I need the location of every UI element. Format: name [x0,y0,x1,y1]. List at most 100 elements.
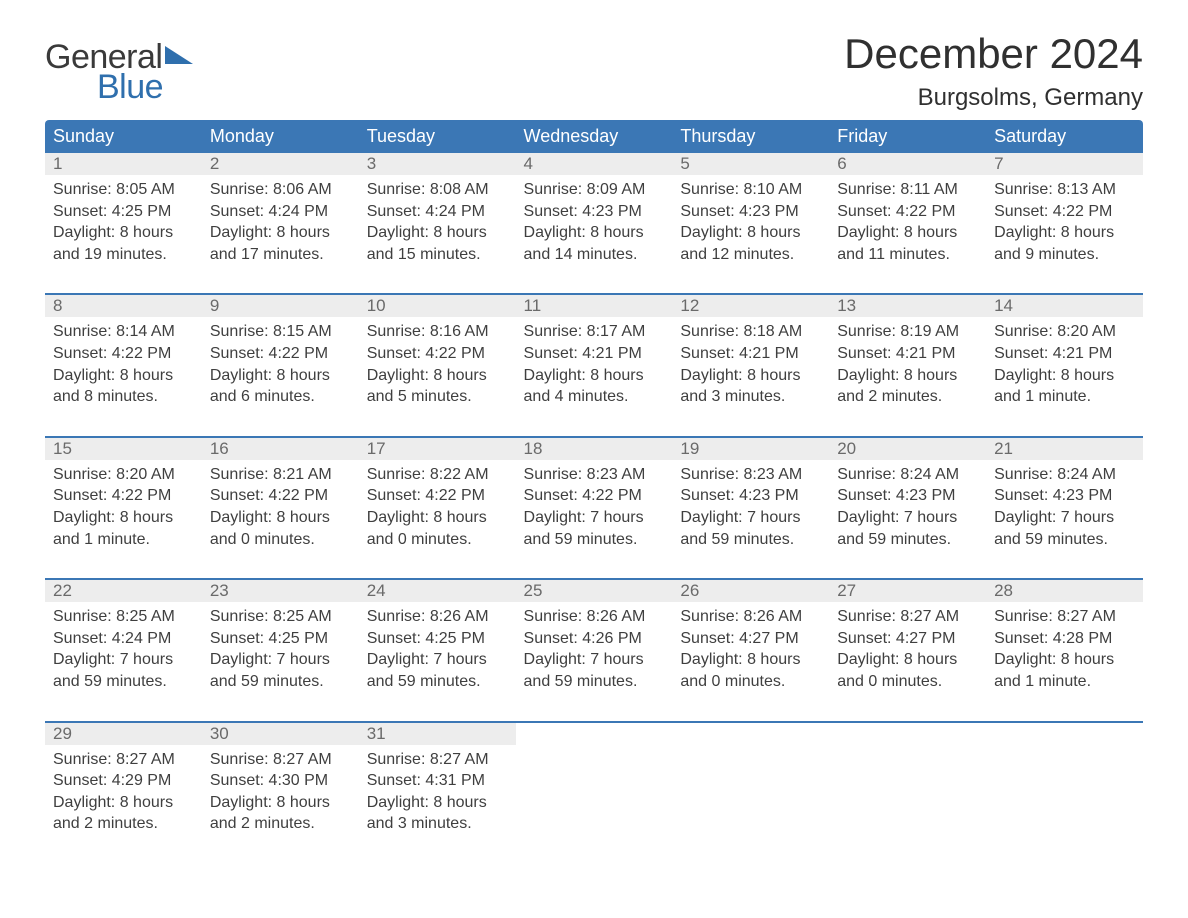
brand-logo: General Blue [45,30,193,104]
daylight-text-line2: and 1 minute. [994,671,1135,693]
daylight-text-line1: Daylight: 7 hours [524,649,665,671]
day-number-cell: 18 [516,438,673,460]
sunset-text: Sunset: 4:23 PM [680,201,821,223]
sunrise-text: Sunrise: 8:06 AM [210,179,351,201]
sunrise-text: Sunrise: 8:27 AM [53,749,194,771]
day-content-cell: Sunrise: 8:27 AMSunset: 4:29 PMDaylight:… [45,745,202,863]
sunset-text: Sunset: 4:22 PM [524,485,665,507]
sunset-text: Sunset: 4:30 PM [210,770,351,792]
daylight-text-line1: Daylight: 8 hours [53,222,194,244]
daylight-text-line1: Daylight: 8 hours [994,649,1135,671]
day-content-row: Sunrise: 8:20 AMSunset: 4:22 PMDaylight:… [45,460,1143,579]
day-number-cell: 30 [202,723,359,745]
sunset-text: Sunset: 4:22 PM [994,201,1135,223]
sunrise-text: Sunrise: 8:23 AM [524,464,665,486]
month-title: December 2024 [844,30,1143,78]
calendar-table: Sunday Monday Tuesday Wednesday Thursday… [45,120,1143,863]
col-sunday: Sunday [45,120,202,153]
day-content-cell: Sunrise: 8:08 AMSunset: 4:24 PMDaylight:… [359,175,516,294]
sunrise-text: Sunrise: 8:27 AM [837,606,978,628]
col-monday: Monday [202,120,359,153]
daylight-text-line2: and 1 minute. [994,386,1135,408]
day-content-cell: Sunrise: 8:14 AMSunset: 4:22 PMDaylight:… [45,317,202,436]
day-content-cell: Sunrise: 8:13 AMSunset: 4:22 PMDaylight:… [986,175,1143,294]
daylight-text-line1: Daylight: 8 hours [994,222,1135,244]
sunrise-text: Sunrise: 8:25 AM [210,606,351,628]
sunset-text: Sunset: 4:22 PM [210,343,351,365]
sunrise-text: Sunrise: 8:18 AM [680,321,821,343]
day-number-row: 891011121314 [45,295,1143,317]
daylight-text-line1: Daylight: 8 hours [367,222,508,244]
day-content-cell: Sunrise: 8:18 AMSunset: 4:21 PMDaylight:… [672,317,829,436]
daylight-text-line2: and 17 minutes. [210,244,351,266]
day-number-row: 293031 [45,723,1143,745]
daylight-text-line2: and 6 minutes. [210,386,351,408]
sunset-text: Sunset: 4:26 PM [524,628,665,650]
daylight-text-line2: and 15 minutes. [367,244,508,266]
day-content-cell: Sunrise: 8:27 AMSunset: 4:30 PMDaylight:… [202,745,359,863]
sunset-text: Sunset: 4:29 PM [53,770,194,792]
daylight-text-line2: and 59 minutes. [994,529,1135,551]
daylight-text-line1: Daylight: 7 hours [837,507,978,529]
daylight-text-line2: and 1 minute. [53,529,194,551]
day-content-cell: Sunrise: 8:05 AMSunset: 4:25 PMDaylight:… [45,175,202,294]
day-number-cell [672,723,829,745]
day-content-cell: Sunrise: 8:27 AMSunset: 4:31 PMDaylight:… [359,745,516,863]
day-number-cell: 21 [986,438,1143,460]
day-number-cell: 11 [516,295,673,317]
day-content-cell: Sunrise: 8:10 AMSunset: 4:23 PMDaylight:… [672,175,829,294]
day-number-row: 1234567 [45,153,1143,175]
sunrise-text: Sunrise: 8:27 AM [210,749,351,771]
daylight-text-line1: Daylight: 8 hours [837,222,978,244]
sunrise-text: Sunrise: 8:16 AM [367,321,508,343]
sunrise-text: Sunrise: 8:21 AM [210,464,351,486]
daylight-text-line1: Daylight: 8 hours [210,507,351,529]
sunrise-text: Sunrise: 8:09 AM [524,179,665,201]
daylight-text-line2: and 2 minutes. [210,813,351,835]
sunrise-text: Sunrise: 8:26 AM [680,606,821,628]
day-content-cell [672,745,829,863]
col-friday: Friday [829,120,986,153]
sunrise-text: Sunrise: 8:08 AM [367,179,508,201]
daylight-text-line2: and 59 minutes. [53,671,194,693]
day-number-cell: 13 [829,295,986,317]
daylight-text-line1: Daylight: 8 hours [210,222,351,244]
sunset-text: Sunset: 4:23 PM [837,485,978,507]
daylight-text-line1: Daylight: 7 hours [680,507,821,529]
day-number-cell: 28 [986,580,1143,602]
sunrise-text: Sunrise: 8:05 AM [53,179,194,201]
day-content-cell: Sunrise: 8:22 AMSunset: 4:22 PMDaylight:… [359,460,516,579]
daylight-text-line2: and 0 minutes. [210,529,351,551]
logo-text-blue: Blue [45,70,193,104]
sunset-text: Sunset: 4:22 PM [837,201,978,223]
sunset-text: Sunset: 4:21 PM [837,343,978,365]
day-content-row: Sunrise: 8:14 AMSunset: 4:22 PMDaylight:… [45,317,1143,436]
sunset-text: Sunset: 4:21 PM [524,343,665,365]
sunset-text: Sunset: 4:23 PM [524,201,665,223]
day-content-cell: Sunrise: 8:26 AMSunset: 4:27 PMDaylight:… [672,602,829,721]
day-header-row: Sunday Monday Tuesday Wednesday Thursday… [45,120,1143,153]
daylight-text-line1: Daylight: 7 hours [367,649,508,671]
day-number-cell [829,723,986,745]
daylight-text-line1: Daylight: 7 hours [994,507,1135,529]
day-content-cell: Sunrise: 8:24 AMSunset: 4:23 PMDaylight:… [829,460,986,579]
day-number-cell: 17 [359,438,516,460]
sunrise-text: Sunrise: 8:10 AM [680,179,821,201]
sunrise-text: Sunrise: 8:23 AM [680,464,821,486]
daylight-text-line2: and 59 minutes. [367,671,508,693]
daylight-text-line1: Daylight: 8 hours [210,792,351,814]
sunrise-text: Sunrise: 8:17 AM [524,321,665,343]
day-number-cell: 5 [672,153,829,175]
sunset-text: Sunset: 4:25 PM [53,201,194,223]
sunset-text: Sunset: 4:22 PM [210,485,351,507]
daylight-text-line1: Daylight: 7 hours [524,507,665,529]
daylight-text-line2: and 2 minutes. [837,386,978,408]
sunset-text: Sunset: 4:23 PM [994,485,1135,507]
col-thursday: Thursday [672,120,829,153]
daylight-text-line2: and 0 minutes. [367,529,508,551]
day-content-cell: Sunrise: 8:21 AMSunset: 4:22 PMDaylight:… [202,460,359,579]
daylight-text-line2: and 59 minutes. [524,529,665,551]
sunset-text: Sunset: 4:28 PM [994,628,1135,650]
sunrise-text: Sunrise: 8:24 AM [837,464,978,486]
daylight-text-line2: and 11 minutes. [837,244,978,266]
